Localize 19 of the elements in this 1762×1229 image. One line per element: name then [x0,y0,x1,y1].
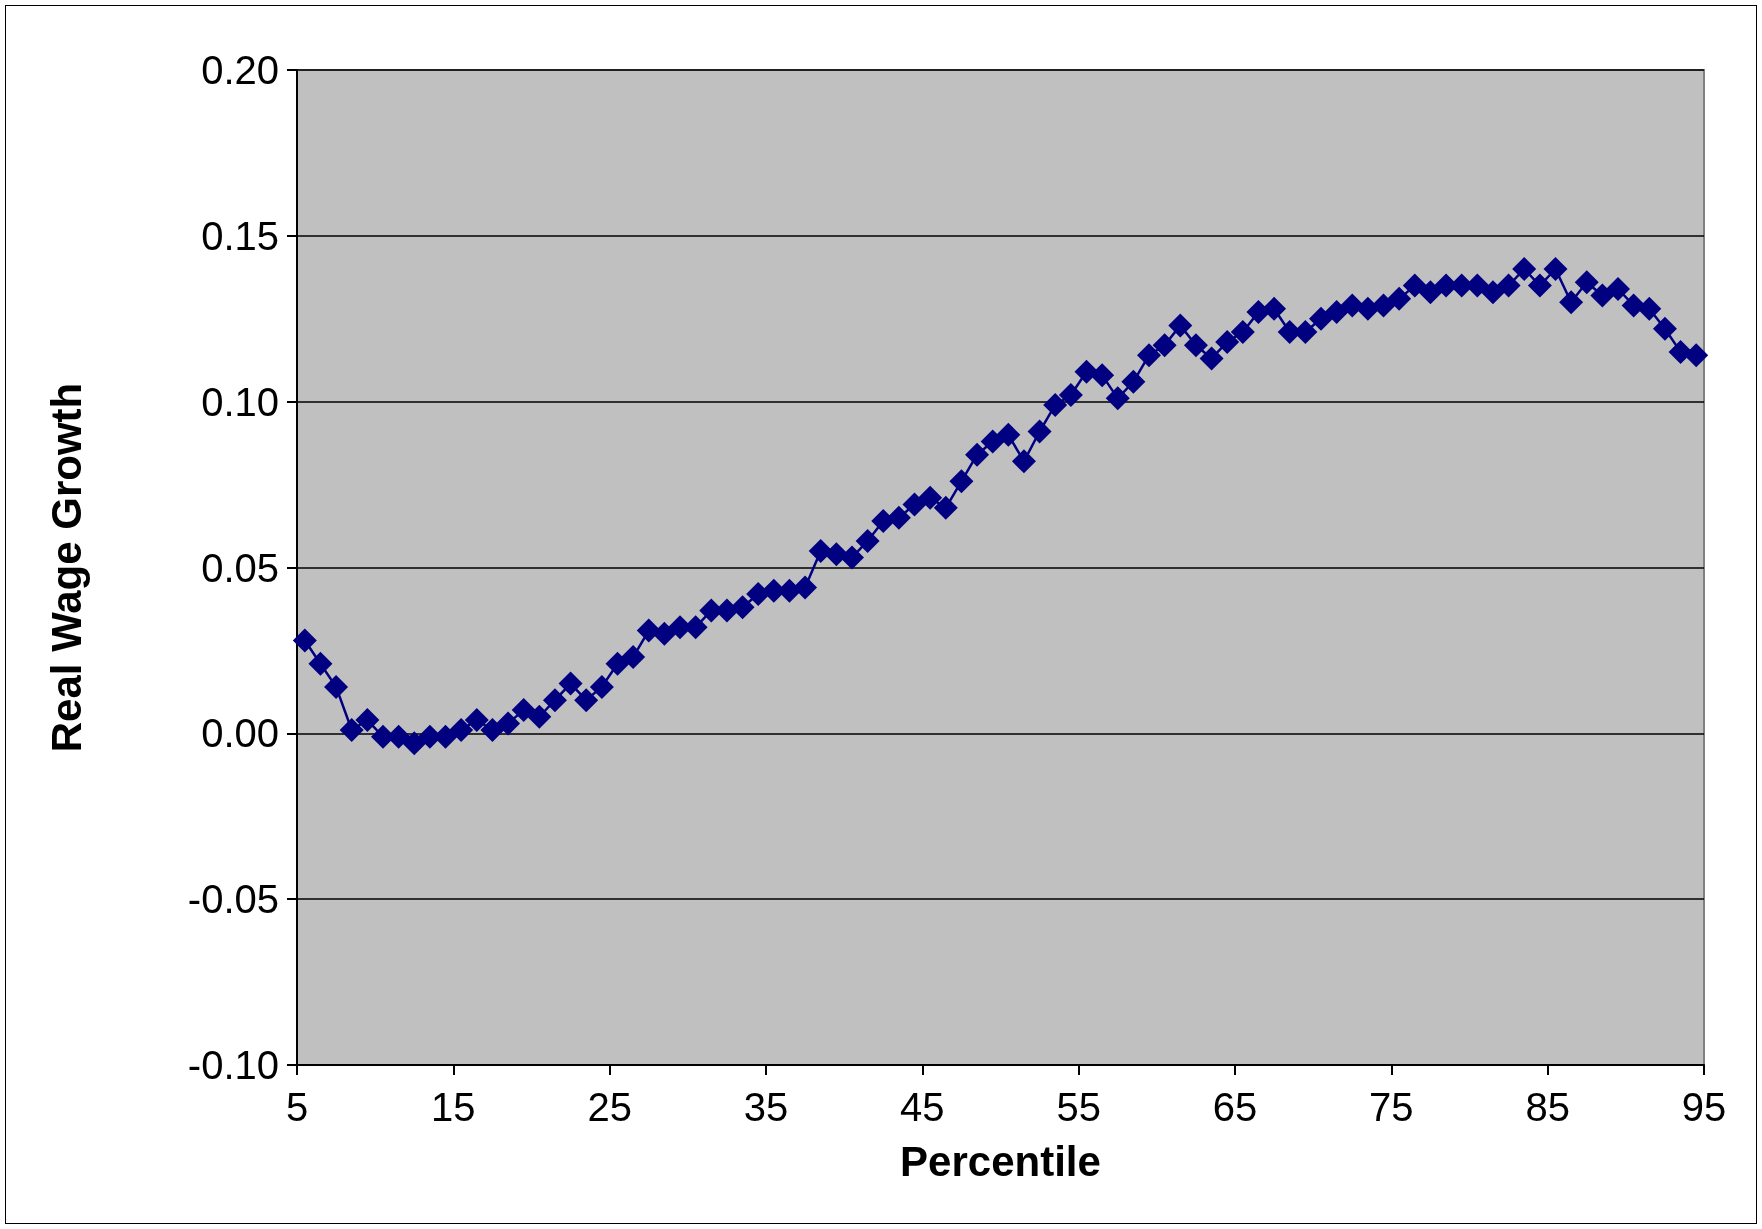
x-tick-label: 95 [1681,1085,1727,1129]
y-axis-title: Real Wage Growth [42,382,90,753]
y-tick-label: 0.20 [201,48,279,92]
x-tick-label: 85 [1525,1085,1570,1129]
x-tick-label: 45 [900,1085,945,1129]
y-tick-label: 0.00 [201,711,279,756]
y-tick-label: -0.05 [187,877,279,922]
x-tick-label: 5 [285,1085,309,1129]
x-tick-label: 55 [1056,1085,1101,1129]
x-tick-label: 25 [587,1085,632,1129]
x-tick-label: 15 [431,1085,476,1129]
y-tick-label: 0.15 [201,213,279,258]
x-tick-label: 35 [743,1085,789,1129]
x-tick-label: 75 [1369,1085,1414,1129]
x-axis-title: Percentile [900,1137,1101,1185]
x-tick-label: 65 [1212,1085,1258,1129]
y-tick-label: -0.10 [187,1043,279,1087]
y-tick-label: 0.05 [201,545,279,590]
y-tick-label: 0.10 [201,379,279,424]
